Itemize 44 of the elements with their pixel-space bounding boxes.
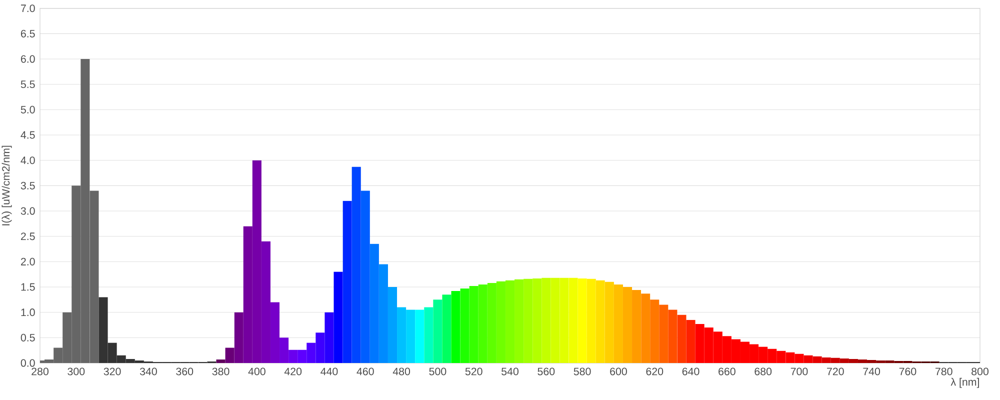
y-tick-label: 2.0 [21,258,35,266]
y-tick-label: 0.0 [20,359,35,367]
y-tick-label: 4.0 [20,156,35,164]
x-tick-label: 680 [754,368,772,376]
x-tick-label: 700 [790,368,808,376]
x-tick-label: 760 [899,368,916,376]
x-tick-label: 780 [935,368,952,376]
y-tick-label: 3.5 [20,182,35,190]
x-tick-label: 480 [392,368,410,376]
x-tick-label: 580 [574,368,591,376]
y-tick-label: 3.0 [20,207,35,215]
x-tick-label: 420 [284,368,302,376]
y-tick-label: 1.0 [21,308,35,316]
x-tick-label: 300 [68,368,85,376]
x-tick-label: 560 [538,368,555,376]
y-tick-label: 6.5 [21,30,35,38]
y-tick-label: 6.0 [21,55,35,63]
x-tick-label: 280 [32,368,48,376]
y-tick-label: 2.5 [21,232,35,240]
x-axis-title: λ [nm] [950,378,979,388]
x-tick-label: 380 [212,368,230,376]
x-tick-label: 460 [356,368,374,376]
x-tick-label: 800 [972,368,988,376]
x-tick-label: 600 [610,368,627,376]
x-tick-label: 340 [140,368,157,376]
y-tick-label: 5.0 [20,106,35,114]
x-tick-label: 520 [465,368,482,376]
x-tick-label: 540 [502,368,518,376]
y-tick-label: 5.5 [20,80,35,88]
x-tick-label: 720 [827,368,844,376]
x-tick-label: 640 [682,368,700,376]
x-tick-label: 740 [863,368,880,376]
y-tick-label: 4.5 [20,131,35,139]
x-tick-label: 660 [718,368,736,376]
y-tick-label: 7.0 [21,4,35,12]
y-tick-label: 1.5 [21,283,35,291]
x-tick-label: 500 [429,368,446,376]
x-tick-label: 440 [320,368,338,376]
y-tick-label: 0.5 [20,334,35,342]
x-tick-label: 320 [104,368,121,376]
y-axis-title: I(λ) [uW/cm2/nm] [2,146,12,226]
x-tick-label: 400 [248,368,266,376]
x-tick-label: 360 [176,368,194,376]
x-tick-label: 620 [646,368,664,376]
